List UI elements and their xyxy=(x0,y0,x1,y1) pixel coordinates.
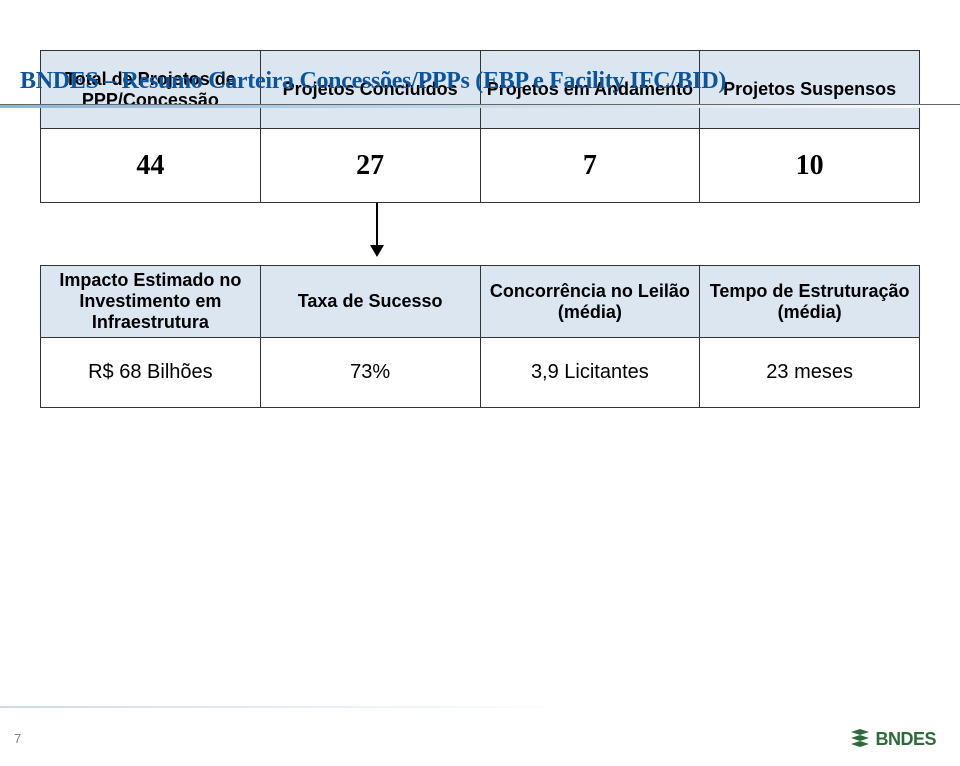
cell-value: 10 xyxy=(700,129,920,203)
table-row: Impacto Estimado no Investimento em Infr… xyxy=(41,266,920,338)
down-arrow-icon xyxy=(370,203,372,253)
cell-value: R$ 68 Bilhões xyxy=(41,338,261,408)
page-number: 7 xyxy=(14,731,21,746)
table-row: 44 27 7 10 xyxy=(41,129,920,203)
col-header: Projetos Suspensos xyxy=(700,51,920,129)
logo-mark-icon xyxy=(849,728,871,750)
cell-value: 27 xyxy=(260,129,480,203)
footer-divider xyxy=(0,706,960,708)
col-header: Concorrência no Leilão (média) xyxy=(480,266,700,338)
col-header: Taxa de Sucesso xyxy=(260,266,480,338)
title-underline xyxy=(0,104,960,108)
logo-text: BNDES xyxy=(875,729,936,750)
cell-value: 7 xyxy=(480,129,700,203)
cell-value: 23 meses xyxy=(700,338,920,408)
slide: BNDES – Resumo Carteira Concessões/PPPs … xyxy=(0,50,960,766)
slide-title: BNDES – Resumo Carteira Concessões/PPPs … xyxy=(20,68,726,95)
cell-value: 44 xyxy=(41,129,261,203)
col-header: Tempo de Estruturação (média) xyxy=(700,266,920,338)
bndes-logo: BNDES xyxy=(849,728,936,750)
col-header: Impacto Estimado no Investimento em Infr… xyxy=(41,266,261,338)
table-row: R$ 68 Bilhões 73% 3,9 Licitantes 23 mese… xyxy=(41,338,920,408)
cell-value: 3,9 Licitantes xyxy=(480,338,700,408)
cell-value: 73% xyxy=(260,338,480,408)
arrow-connector xyxy=(40,203,920,265)
summary-table-2: Impacto Estimado no Investimento em Infr… xyxy=(40,265,920,408)
